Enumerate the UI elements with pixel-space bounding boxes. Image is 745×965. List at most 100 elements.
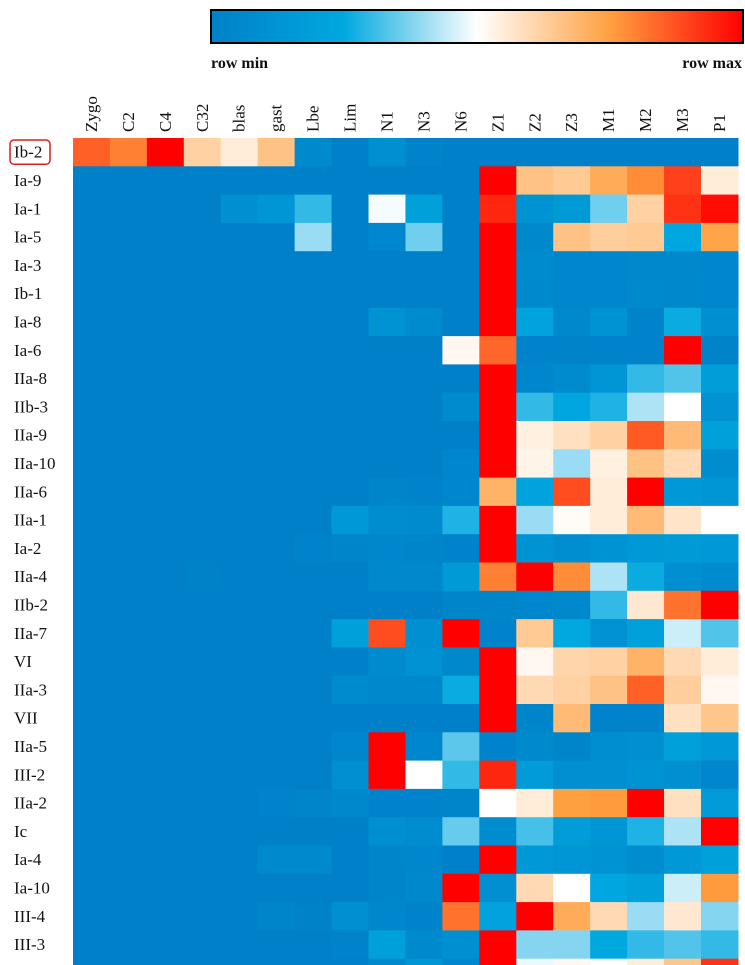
cell-iii-3-m3: [664, 930, 702, 960]
cell-iib-2-z3: [553, 590, 591, 620]
cell-vii-m2: [627, 704, 665, 733]
colorbar-max-label: row max: [682, 55, 742, 72]
cell-ia-6-m3: [664, 336, 702, 365]
cell-ia-10-c2: [109, 873, 148, 903]
cell-ia-8-z1: [479, 307, 517, 337]
cell-vii-z1: [479, 704, 517, 733]
cell-ia-8-zygo: [73, 307, 111, 337]
cell-ia-6-zygo: [73, 336, 111, 365]
column-label-lim: Lim: [341, 104, 360, 132]
cell-ib-1-n6: [442, 279, 480, 309]
cell-ib-2-n3: [405, 138, 443, 167]
cell-ia-10-z2: [516, 873, 554, 903]
cell-iii-3-blas: [220, 930, 259, 960]
cell-ic-lim: [331, 817, 370, 847]
cell-iii-2-p1: [700, 760, 739, 790]
cell-ia-1-c4: [146, 194, 185, 224]
column-label-z1: Z1: [488, 113, 507, 132]
cell-iia-3-lim: [331, 675, 370, 705]
row-label-iia-5: IIa-5: [14, 737, 47, 756]
cell-iia-5-lim: [331, 732, 370, 762]
cell-iib-2-m1: [590, 590, 628, 620]
cell-ia-1-n3: [405, 194, 443, 224]
cell-ia-3-c2: [109, 251, 148, 281]
cell-iia-2-n1: [368, 788, 407, 818]
cell-ia-10-c4: [146, 873, 185, 903]
cell-iib-2-c2: [109, 590, 148, 620]
cell-iv-n3: [405, 958, 443, 965]
cell-iib-3-c2: [109, 392, 148, 422]
cell-iib-3-m1: [590, 392, 628, 422]
cell-iib-3-zygo: [73, 392, 111, 422]
cell-ib-2-c32: [183, 138, 222, 167]
cell-ic-c2: [109, 817, 148, 847]
cell-iii-3-lim: [331, 930, 370, 960]
cell-ia-8-n1: [368, 307, 407, 337]
cell-iia-8-c4: [146, 364, 185, 394]
cell-iia-9-lbe: [294, 421, 333, 450]
cell-vii-z3: [553, 704, 591, 733]
cell-iia-10-n1: [368, 449, 407, 479]
cell-ib-2-m2: [627, 138, 665, 167]
cell-ia-4-n1: [368, 845, 407, 875]
cell-ia-10-n1: [368, 873, 407, 903]
cell-ia-2-p1: [700, 534, 739, 564]
cell-iib-3-c32: [183, 392, 222, 422]
cell-iib-3-gast: [257, 392, 296, 422]
cell-vi-lim: [331, 647, 370, 677]
cell-iia-10-lim: [331, 449, 370, 479]
cell-iia-3-m2: [627, 675, 665, 705]
column-label-c4: C4: [156, 112, 175, 132]
cell-iia-10-c2: [109, 449, 148, 479]
cell-iia-8-m2: [627, 364, 665, 394]
cell-vii-p1: [700, 704, 739, 733]
cell-ia-9-n6: [442, 166, 480, 196]
cell-ia-1-m3: [664, 194, 702, 224]
cell-iia-7-n3: [405, 619, 443, 648]
cell-iia-8-m3: [664, 364, 702, 394]
cell-iii-4-c32: [183, 902, 222, 931]
cell-ia-3-n1: [368, 251, 407, 281]
cell-iii-2-c32: [183, 760, 222, 790]
cell-ia-1-zygo: [73, 194, 111, 224]
cell-ib-2-n6: [442, 138, 480, 167]
cell-iii-4-p1: [700, 902, 739, 931]
cell-vi-c2: [109, 647, 148, 677]
cell-ia-9-lbe: [294, 166, 333, 196]
cell-iia-4-n1: [368, 562, 407, 592]
cell-iib-2-blas: [220, 590, 259, 620]
cell-iia-7-lbe: [294, 619, 333, 648]
cell-iia-1-m3: [664, 505, 702, 535]
cell-iv-c2: [109, 958, 148, 965]
cell-ia-3-z2: [516, 251, 554, 281]
cell-iia-3-c32: [183, 675, 222, 705]
cell-iii-2-c2: [109, 760, 148, 790]
cell-iib-2-m3: [664, 590, 702, 620]
cell-iia-10-n3: [405, 449, 443, 479]
cell-iia-1-m2: [627, 505, 665, 535]
cell-vi-m3: [664, 647, 702, 677]
cell-ic-z1: [479, 817, 517, 847]
cell-iia-4-zygo: [73, 562, 111, 592]
cell-iii-4-c4: [146, 902, 185, 931]
cell-iia-6-z1: [479, 477, 517, 507]
cell-ib-2-z1: [479, 138, 517, 167]
cell-ia-2-m1: [590, 534, 628, 564]
cell-iib-3-z1: [479, 392, 517, 422]
cell-vii-lbe: [294, 704, 333, 733]
cell-ia-1-m2: [627, 194, 665, 224]
cell-ib-1-m1: [590, 279, 628, 309]
cell-iv-c32: [183, 958, 222, 965]
cell-vi-m2: [627, 647, 665, 677]
cell-ia-2-z2: [516, 534, 554, 564]
cell-iia-5-n6: [442, 732, 480, 762]
cell-ia-6-n3: [405, 336, 443, 365]
cell-ia-6-p1: [700, 336, 739, 365]
cell-iia-7-c32: [183, 619, 222, 648]
cell-vi-m1: [590, 647, 628, 677]
cell-iia-2-z1: [479, 788, 517, 818]
cell-ib-2-z3: [553, 138, 591, 167]
row-label-iia-10: IIa-10: [14, 454, 56, 473]
cell-ib-1-z3: [553, 279, 591, 309]
cell-ib-1-c2: [109, 279, 148, 309]
